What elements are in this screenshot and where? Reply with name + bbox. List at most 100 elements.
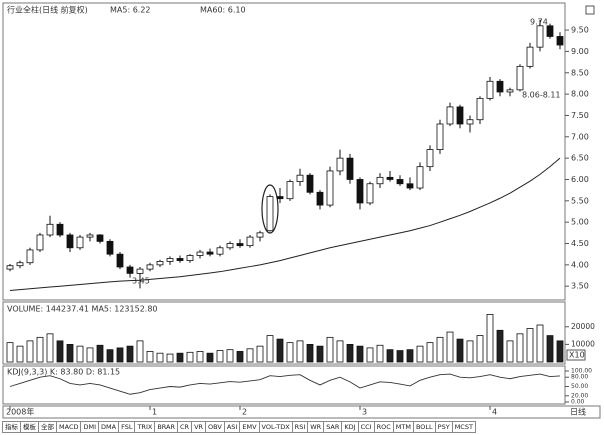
candle-body	[366, 183, 374, 204]
candle-body	[26, 249, 34, 264]
volume-bar	[166, 353, 174, 363]
indicator-tab[interactable]: EMV	[240, 421, 260, 433]
volume-bar	[246, 348, 254, 363]
indicator-tab[interactable]: WR	[308, 421, 325, 433]
volume-unit: X10	[569, 351, 585, 360]
indicator-tab[interactable]: SAR	[324, 421, 343, 433]
indicator-tab[interactable]: CCI	[358, 421, 375, 433]
indicator-tab[interactable]: TRIX	[135, 421, 156, 433]
indicator-tab[interactable]: KDJ	[342, 421, 359, 433]
window-button[interactable]	[585, 5, 595, 15]
volume-bar	[66, 343, 74, 363]
volume-bar	[146, 351, 154, 363]
x-tick-label: 4	[492, 408, 497, 417]
candle-body	[246, 236, 254, 247]
candle-body	[306, 174, 314, 193]
volume-bar	[316, 345, 324, 363]
indicator-tab[interactable]: ASI	[224, 421, 241, 433]
indicator-tab[interactable]: ROC	[374, 421, 394, 433]
indicator-tab[interactable]: DMA	[99, 421, 120, 433]
candle-body	[336, 157, 344, 172]
candle-body	[36, 234, 44, 251]
volume-bar	[496, 329, 504, 363]
candle-body	[396, 179, 404, 185]
indicator-tab[interactable]: BOLL	[413, 421, 436, 433]
candle-body	[166, 258, 174, 262]
volume-bar	[426, 342, 434, 363]
volume-bar	[336, 340, 344, 363]
volume-bar	[376, 344, 384, 363]
candle-body	[456, 106, 464, 125]
candle-body	[176, 258, 184, 261]
candle-body	[316, 191, 324, 206]
volume-bar	[276, 338, 284, 363]
volume-bar	[356, 345, 364, 363]
volume-bar	[396, 350, 404, 363]
candle-body	[136, 268, 144, 274]
candle-body	[146, 264, 154, 270]
indicator-tab[interactable]: MCST	[452, 421, 476, 433]
y-tick-label: 6.00	[571, 175, 589, 184]
k-line	[9, 373, 561, 395]
volume-bar	[36, 336, 44, 363]
y-tick-label: 7.50	[571, 111, 589, 120]
candle-body	[6, 265, 14, 270]
candle-body	[526, 46, 534, 67]
y-tick-label: 9.00	[571, 47, 589, 56]
indicator-tab[interactable]: MACD	[57, 421, 82, 433]
indicator-tab[interactable]: OBV	[206, 421, 225, 433]
volume-title: VOLUME: 144237.41 MA5: 123152.80	[7, 305, 158, 314]
candle-body	[116, 253, 124, 268]
candle-body	[76, 236, 84, 249]
volume-bar	[76, 345, 84, 363]
kdj-title: KDJ(9,3,3) K: 83.80 D: 81.15	[7, 368, 120, 377]
y-tick-label: 0.00	[571, 399, 585, 406]
candle-body	[206, 251, 214, 255]
candle-body	[256, 232, 264, 238]
candle-body	[286, 181, 294, 200]
indicator-tab[interactable]: PSY	[435, 421, 453, 433]
kdj-panel	[2, 365, 566, 405]
candle-body	[406, 183, 414, 189]
indicator-tab[interactable]: VR	[192, 421, 207, 433]
volume-bar	[266, 335, 274, 363]
x-tick-label: 3	[362, 408, 367, 417]
indicator-tab[interactable]: FSL	[119, 421, 136, 433]
indicator-tab[interactable]: 指标	[2, 421, 21, 433]
period-label: 日线	[570, 407, 586, 417]
indicator-tab[interactable]: 模板	[21, 421, 39, 433]
candle-body	[296, 174, 304, 183]
indicator-tab[interactable]: VOL-TDX	[259, 421, 293, 433]
x-tick-label: 1	[152, 408, 157, 417]
volume-bar	[176, 352, 184, 363]
volume-bar	[296, 340, 304, 363]
volume-bar	[116, 347, 124, 363]
indicator-tab[interactable]: MTM	[393, 421, 414, 433]
annotation: 3.45	[132, 277, 150, 286]
candle-body	[106, 240, 114, 255]
candle-body	[16, 262, 24, 267]
highlight-circle	[261, 184, 279, 234]
candle-body	[46, 223, 54, 236]
volume-bar	[196, 351, 204, 363]
volume-bar	[186, 351, 194, 363]
indicator-tab[interactable]: BRAR	[155, 421, 178, 433]
candle-body	[226, 243, 234, 249]
indicator-tab[interactable]: 全部	[39, 421, 57, 433]
y-tick-label: 9.50	[571, 26, 589, 35]
y-tick-label: 20.00	[571, 392, 588, 399]
volume-bar	[366, 347, 374, 363]
volume-bar	[526, 328, 534, 363]
volume-bar	[136, 340, 144, 363]
volume-bar	[476, 335, 484, 363]
indicator-tab[interactable]: CR	[178, 421, 193, 433]
indicator-tab[interactable]: RSI	[292, 421, 309, 433]
indicator-tab[interactable]: DMI	[81, 421, 100, 433]
candle-body	[276, 196, 284, 200]
candle-body	[266, 196, 274, 232]
volume-bar	[386, 349, 394, 363]
candle-body	[66, 234, 74, 249]
candle-body	[126, 266, 134, 274]
candle-body	[356, 179, 364, 204]
